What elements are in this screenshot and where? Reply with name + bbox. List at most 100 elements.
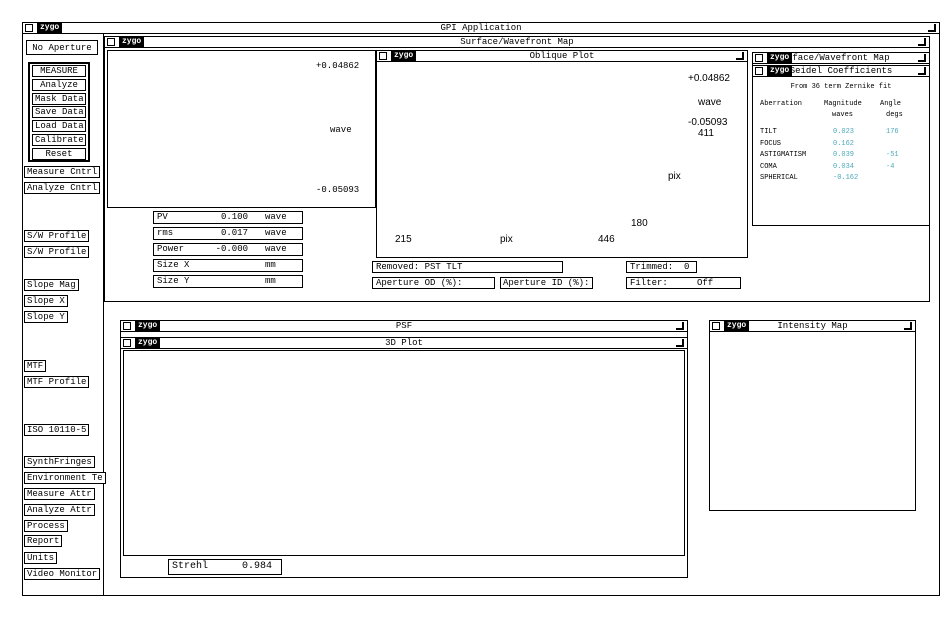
- axis-label: pix: [500, 234, 513, 245]
- result-field: [153, 227, 303, 240]
- close-box[interactable]: [755, 54, 763, 62]
- sidebar-control[interactable]: Video Monitor: [24, 568, 101, 580]
- column-unit: waves: [832, 111, 854, 119]
- resize-icon[interactable]: [918, 54, 926, 62]
- result-field: [153, 259, 303, 272]
- resize-icon[interactable]: [904, 322, 912, 330]
- window-title: 3D Plot: [385, 338, 423, 348]
- resize-icon[interactable]: [676, 339, 684, 347]
- resize-icon[interactable]: [928, 24, 936, 32]
- sidebar-control[interactable]: MTF: [24, 360, 47, 372]
- sidebar-control[interactable]: Slope Y: [24, 311, 68, 323]
- resize-icon[interactable]: [736, 52, 744, 60]
- aberration-name: SPHERICAL: [760, 174, 798, 182]
- result-value: -0.000: [215, 244, 248, 254]
- resize-icon[interactable]: [918, 67, 926, 75]
- sidebar-button[interactable]: Load Data: [32, 120, 86, 133]
- sidebar-control[interactable]: MTF Profile: [24, 376, 90, 388]
- sidebar-button[interactable]: Mask Data: [32, 92, 86, 105]
- aberration-name: TILT: [760, 128, 777, 136]
- sidebar-button[interactable]: Reset: [32, 147, 86, 160]
- window-title: Seidel Coefficients: [789, 66, 893, 76]
- status-field: [372, 261, 563, 273]
- sidebar-button[interactable]: Analyze: [32, 78, 86, 91]
- sidebar-control[interactable]: SynthFringes: [24, 456, 95, 468]
- coefficient-value: -4: [886, 162, 895, 171]
- sidebar-button[interactable]: Save Data: [32, 106, 86, 119]
- close-box[interactable]: [107, 38, 115, 46]
- resize-icon[interactable]: [676, 322, 684, 330]
- filter-label: Filter:: [630, 278, 668, 288]
- sidebar-button[interactable]: MEASURE: [32, 65, 86, 77]
- column-header: Angle: [880, 100, 902, 108]
- sidebar-control[interactable]: Slope X: [24, 295, 68, 307]
- sidebar-control[interactable]: Measure Cntrl: [24, 166, 101, 178]
- resize-icon[interactable]: [918, 38, 926, 46]
- sidebar-control[interactable]: Slope Mag: [24, 279, 79, 291]
- coefficient-value: -51: [886, 151, 899, 159]
- logo: zygo: [119, 37, 145, 47]
- close-box[interactable]: [755, 67, 763, 75]
- sidebar-control[interactable]: Measure Attr: [24, 488, 95, 500]
- sidebar-control[interactable]: Units: [24, 552, 58, 564]
- column-header: Aberration: [760, 100, 803, 108]
- sidebar-control[interactable]: Report: [24, 535, 63, 547]
- seidel-note: From 36 term Zernike fit: [790, 83, 892, 91]
- sidebar-control[interactable]: Process: [24, 520, 68, 532]
- seidel-window: [752, 52, 930, 226]
- result-field: [153, 211, 303, 224]
- intensity-window: [709, 320, 916, 511]
- colorbar-unit: wave: [698, 97, 722, 108]
- sidebar-control[interactable]: Analyze Attr: [24, 504, 95, 516]
- aberration-name: FOCUS: [760, 139, 782, 148]
- sidebar-button[interactable]: Calibrate: [32, 134, 86, 146]
- coefficient-value: -0.162: [833, 174, 859, 182]
- colorbar-min: -0.05093: [316, 185, 360, 195]
- colorbar-max: +0.04862: [688, 73, 730, 84]
- close-box[interactable]: [123, 339, 131, 347]
- aperture-od: Aperture OD (%):: [376, 278, 463, 288]
- oblique-window: [376, 50, 748, 258]
- logo: zygo: [724, 321, 750, 331]
- colorbar-max: +0.04862: [316, 61, 360, 71]
- coefficient-value: 0.039: [833, 151, 855, 159]
- close-box[interactable]: [25, 24, 33, 32]
- sidebar-control[interactable]: Analyze Cntrl: [24, 182, 101, 194]
- result-unit: wave: [265, 244, 287, 254]
- sidebar-control[interactable]: S/W Profile: [24, 246, 90, 258]
- window-title: face/Wavefront Map: [792, 53, 890, 63]
- sidebar-control[interactable]: S/W Profile: [24, 230, 90, 242]
- title-bar: [752, 52, 930, 64]
- logo: zygo: [391, 51, 417, 61]
- coefficient-value: 0.162: [833, 139, 855, 148]
- close-box[interactable]: [712, 322, 720, 330]
- status-field: [500, 277, 593, 289]
- result-label: Size Y: [157, 276, 190, 286]
- sidebar-control[interactable]: ISO 10110-5: [24, 424, 90, 436]
- window-title: Intensity Map: [777, 321, 848, 331]
- window-title: Surface/Wavefront Map: [460, 37, 574, 47]
- result-field: [153, 243, 303, 256]
- close-box[interactable]: [123, 322, 131, 330]
- map-pane: [107, 50, 376, 208]
- axis-label: 411: [698, 128, 714, 139]
- result-unit: mm: [265, 276, 276, 286]
- sidebar-control[interactable]: Environment Te: [24, 472, 106, 484]
- axis-label: 215: [395, 234, 412, 245]
- title-bar: [709, 320, 916, 332]
- title-bar: [22, 22, 940, 34]
- title-bar: [752, 65, 930, 77]
- window-title: Oblique Plot: [529, 51, 595, 61]
- title-bar: [120, 320, 688, 332]
- status-field: [626, 261, 697, 273]
- removed: Removed: PST TLT: [376, 262, 463, 272]
- result-field: [153, 275, 303, 288]
- strehl-value: 0.984: [242, 561, 273, 572]
- window-title: PSF: [395, 321, 413, 331]
- axis-label: pix: [668, 171, 681, 182]
- logo: zygo: [135, 321, 161, 331]
- close-box[interactable]: [379, 52, 387, 60]
- aperture-button[interactable]: No Aperture: [26, 40, 98, 55]
- coefficient-value: 176: [886, 128, 899, 136]
